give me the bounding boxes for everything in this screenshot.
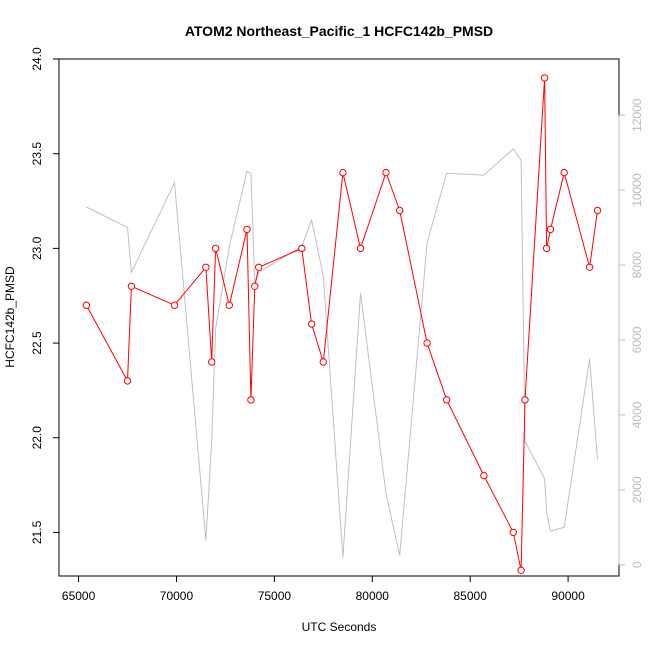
y2-tick-label: 10000: [630, 173, 644, 207]
red-series-point: [382, 168, 390, 177]
x-axis: 65000 70000 75000 80000 85000 90000: [62, 575, 585, 603]
y2-tick-label: 4000: [630, 401, 644, 428]
red-series-point: [546, 225, 555, 234]
y2-tick-label: 8000: [630, 251, 644, 278]
x-tick-label: 75000: [258, 589, 292, 603]
red-series-point: [202, 263, 210, 271]
y-axis-label: HCFC142b_PMSD: [3, 266, 17, 368]
red-series-point: [480, 471, 488, 480]
red-series-point: [339, 168, 347, 177]
y-tick-label: 22.0: [30, 426, 44, 450]
y2-tick-label: 6000: [630, 326, 644, 353]
chart-title: ATOM2 Northeast_Pacific_1 HCFC142b_PMSD: [185, 23, 493, 39]
red-series-point: [298, 244, 306, 253]
x-tick-label: 90000: [551, 589, 585, 603]
gray-series-layer: [86, 148, 598, 558]
red-series-point: [521, 396, 529, 404]
red-series-line: [85, 77, 598, 571]
red-series-point: [127, 282, 136, 290]
x-tick-label: 80000: [356, 589, 390, 603]
red-series-point: [255, 263, 263, 271]
red-series-point: [208, 358, 216, 366]
red-series-point: [593, 206, 602, 215]
y-tick-label: 23.5: [30, 142, 44, 166]
red-series-point: [396, 206, 404, 215]
y-tick-label: 22.5: [30, 331, 44, 355]
red-series-point: [307, 320, 316, 328]
y-axis-left: 21.5 22.0 22.5 23.0 23.5 24.0: [30, 47, 59, 544]
red-series-point: [211, 244, 220, 253]
red-series-point: [170, 301, 179, 309]
red-series-point: [225, 301, 234, 309]
red-series-point: [123, 377, 132, 385]
x-tick-label: 85000: [454, 589, 488, 603]
y-tick-label: 24.0: [30, 47, 44, 71]
red-series-point: [243, 225, 251, 234]
red-series-point: [540, 74, 549, 82]
red-series-point: [443, 396, 451, 404]
red-series-point: [560, 168, 568, 177]
y-tick-label: 23.0: [30, 236, 44, 260]
x-tick-label: 65000: [62, 589, 96, 603]
x-axis-label: UTC Seconds: [302, 620, 377, 634]
red-series-point: [542, 244, 551, 253]
x-tick-label: 70000: [160, 589, 194, 603]
y2-tick-label: 2000: [630, 476, 644, 503]
gray-series-line: [86, 148, 598, 558]
red-series-point: [423, 339, 431, 347]
red-series-point: [509, 528, 517, 537]
red-series-point: [585, 263, 594, 271]
red-series-point: [247, 396, 255, 404]
y2-tick-label: 0: [630, 561, 644, 568]
y-axis-right: 0 2000 4000 6000 8000 10000 12000: [618, 98, 644, 568]
y2-tick-label: 12000: [630, 98, 644, 132]
y-tick-label: 21.5: [30, 520, 44, 544]
red-series-point: [356, 244, 365, 253]
red-series-point: [82, 301, 91, 309]
red-series-point: [319, 358, 327, 366]
red-series-point: [251, 282, 259, 290]
red-series-layer: [82, 74, 602, 574]
red-series-point: [517, 566, 525, 574]
